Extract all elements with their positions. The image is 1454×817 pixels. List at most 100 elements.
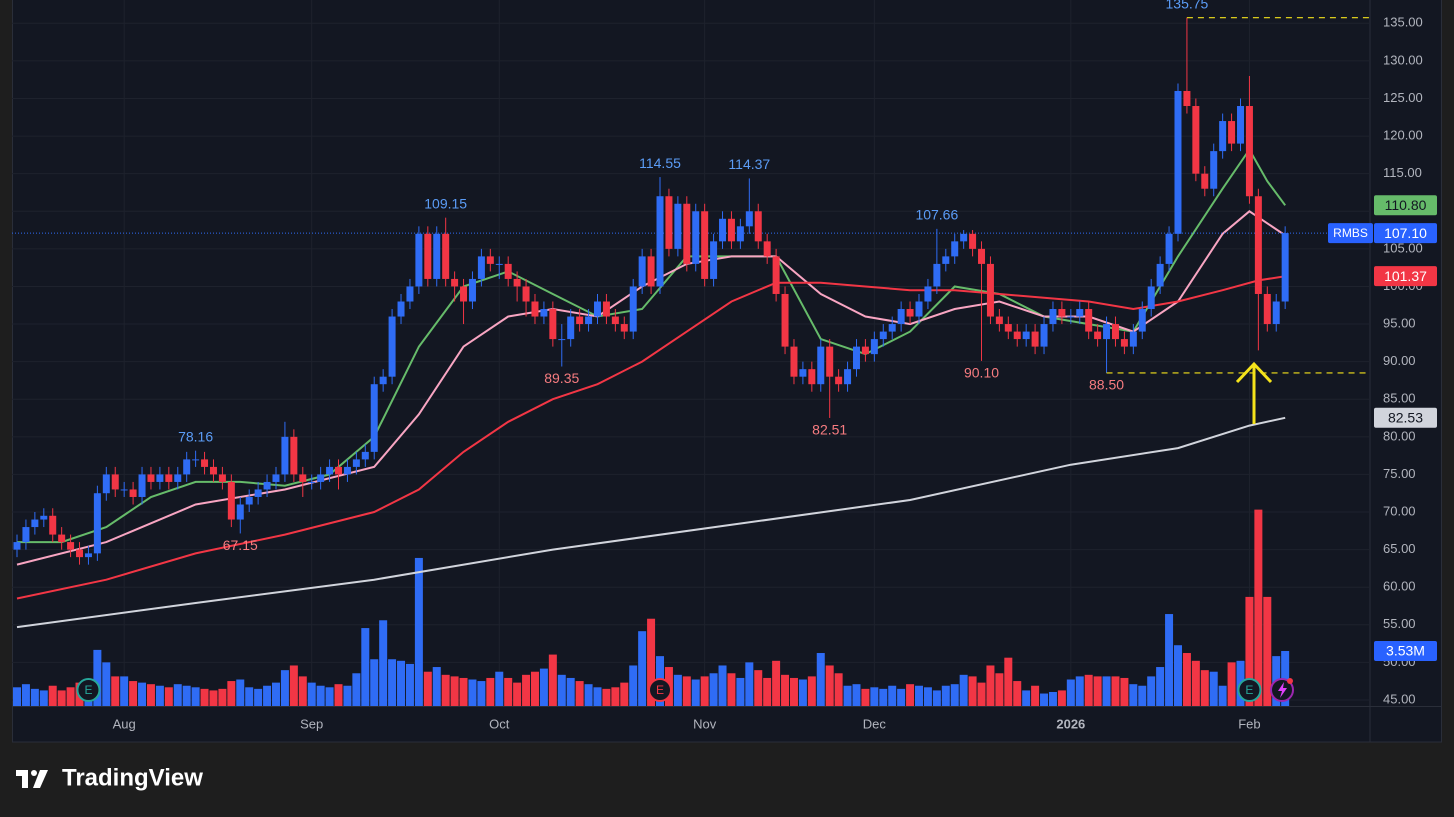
- volume-bar: [468, 679, 477, 706]
- earnings-label: E: [1245, 683, 1253, 697]
- volume-bar: [754, 670, 763, 706]
- volume-bar: [673, 674, 682, 706]
- volume-bar: [477, 681, 486, 706]
- volume-bar: [736, 677, 745, 706]
- extreme-label: 89.35: [544, 370, 579, 386]
- candle-body: [31, 519, 39, 528]
- candle-body: [674, 203, 682, 249]
- y-tick-label: 80.00: [1383, 428, 1416, 443]
- candle-body: [1022, 331, 1030, 340]
- candle-body: [84, 553, 92, 558]
- volume-bar: [1084, 674, 1093, 706]
- volume-bar: [1254, 509, 1263, 706]
- candle-body: [174, 474, 182, 482]
- volume-bar: [825, 665, 834, 706]
- candle-body: [1013, 331, 1021, 340]
- candle-body: [1040, 324, 1048, 347]
- volume-bar: [1066, 679, 1075, 706]
- volume-bar: [959, 674, 968, 706]
- candle-body: [736, 226, 744, 242]
- volume-bar: [566, 677, 575, 706]
- price-tag-label: 110.80: [1385, 197, 1427, 213]
- volume-bar: [513, 682, 522, 706]
- candle-body: [415, 233, 423, 287]
- candle-body: [1165, 233, 1173, 264]
- volume-bar: [13, 687, 22, 706]
- volume-bar: [1120, 677, 1129, 706]
- candle-body: [1201, 173, 1209, 189]
- lightning-icon: [1270, 678, 1294, 702]
- candle-body: [183, 459, 191, 475]
- price-tag-label: 101.37: [1384, 268, 1427, 284]
- volume-bar: [861, 688, 870, 706]
- volume-bar: [325, 687, 334, 706]
- volume-bar: [1138, 685, 1147, 706]
- candle-body: [522, 286, 530, 302]
- candle-body: [308, 481, 316, 483]
- candle-body: [969, 233, 977, 249]
- candle-body: [281, 436, 289, 475]
- volume-bar: [1111, 676, 1120, 706]
- candle-body: [629, 286, 637, 332]
- candle-body: [692, 211, 700, 264]
- volume-bar: [200, 688, 209, 706]
- candle-body: [576, 316, 584, 325]
- candle-body: [1094, 331, 1102, 340]
- volume-bar: [781, 674, 790, 706]
- candle-body: [781, 293, 789, 347]
- candle-body: [817, 346, 825, 385]
- candle-body: [915, 301, 923, 317]
- volume-bar: [1156, 667, 1165, 706]
- y-tick-label: 85.00: [1383, 391, 1416, 406]
- volume-bar: [102, 662, 111, 706]
- candle-body: [236, 504, 244, 520]
- brand-logo: [16, 770, 48, 788]
- candle-body: [1281, 233, 1289, 302]
- candle-body: [379, 376, 387, 385]
- volume-bar: [915, 685, 924, 706]
- earnings-badge: [76, 678, 101, 702]
- volume-bar: [718, 665, 727, 706]
- volume-bar: [557, 674, 566, 706]
- candle-body: [361, 451, 369, 460]
- volume-bar: [941, 685, 950, 706]
- y-tick-label: 90.00: [1383, 353, 1416, 368]
- candle-body: [1245, 106, 1253, 197]
- candle-body: [808, 369, 816, 385]
- candle-body: [995, 316, 1003, 325]
- candle-body: [558, 339, 566, 341]
- volume-bar: [129, 681, 138, 706]
- candle-body: [924, 286, 932, 302]
- axes: 45.0050.0055.0060.0065.0070.0075.0080.00…: [113, 15, 1437, 731]
- candle-body: [656, 196, 664, 287]
- x-tick-label: Feb: [1238, 716, 1260, 731]
- candle-body: [138, 474, 146, 497]
- volume-bar: [1263, 596, 1272, 706]
- candle-body: [1192, 106, 1200, 174]
- candle-body: [442, 233, 450, 279]
- extreme-label: 114.55: [639, 155, 681, 171]
- volume-bar: [138, 682, 147, 706]
- volume-bar: [584, 684, 593, 706]
- volume-bar: [968, 676, 977, 706]
- x-tick-label: Dec: [863, 716, 887, 731]
- candle-body: [352, 459, 360, 467]
- candle-body: [129, 489, 137, 497]
- volume-bar: [343, 685, 352, 706]
- volume-bar: [334, 684, 343, 706]
- volume-bar: [120, 676, 129, 706]
- volume-bar: [280, 670, 289, 706]
- y-tick-label: 120.00: [1383, 128, 1423, 143]
- candle-body: [1254, 196, 1262, 294]
- volume-bar: [816, 653, 825, 706]
- candle-body: [495, 263, 503, 265]
- candle-body: [1228, 121, 1236, 144]
- volume-bar: [405, 663, 414, 706]
- volume-bar: [388, 659, 397, 706]
- candle-body: [486, 256, 494, 264]
- volume-bar: [155, 685, 164, 706]
- y-tick-label: 55.00: [1383, 616, 1416, 631]
- candle-body: [326, 466, 334, 475]
- volume-bar: [432, 667, 441, 706]
- extreme-label: 88.50: [1089, 377, 1124, 393]
